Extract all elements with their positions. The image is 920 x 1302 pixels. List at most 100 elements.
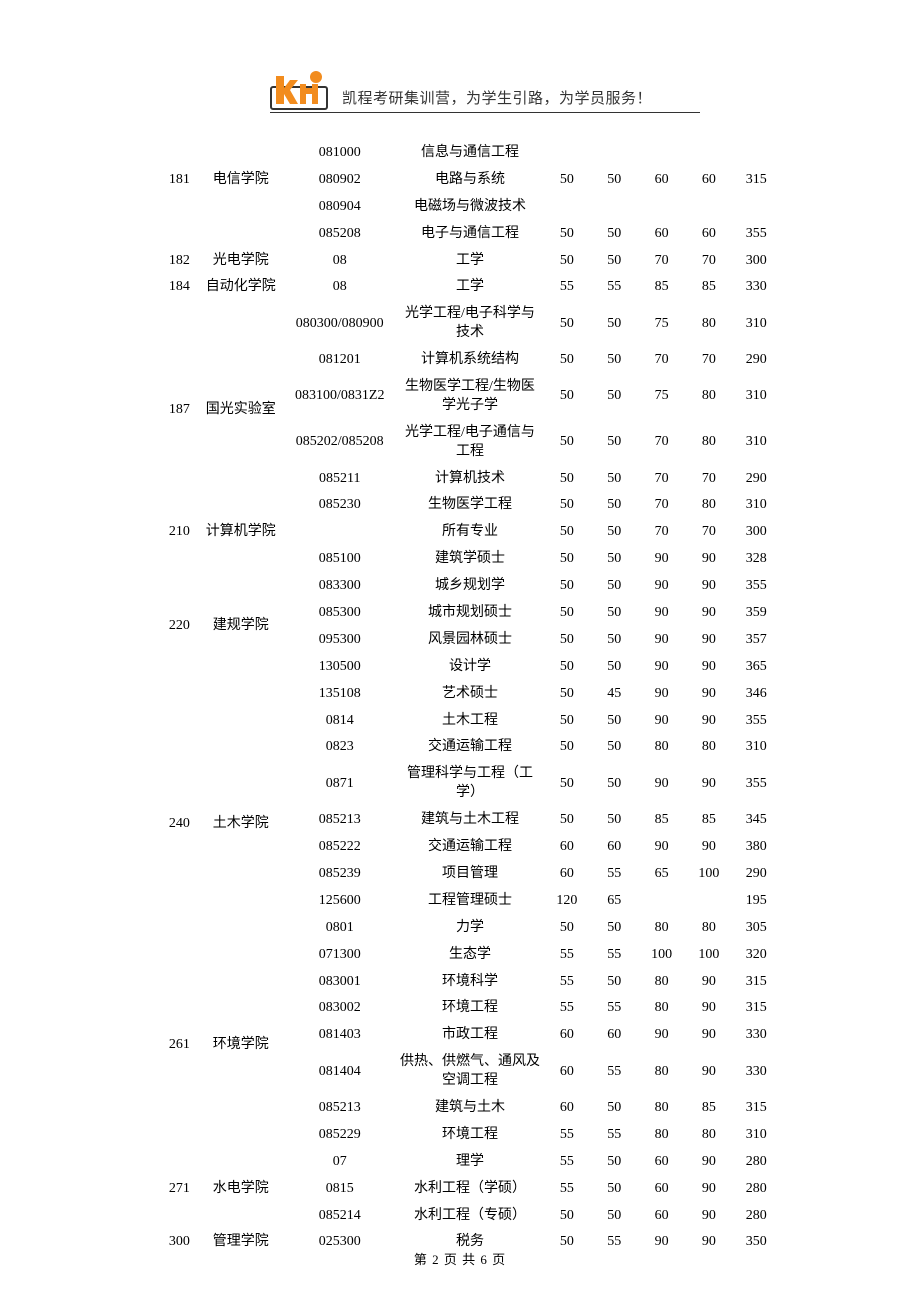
score3-cell: 80 — [638, 734, 685, 761]
major-code-cell: 07 — [283, 1149, 397, 1176]
score4-cell: 70 — [685, 347, 732, 374]
page-footer: 第 2 页 共 6 页 — [0, 1249, 920, 1268]
major-code-cell: 135108 — [283, 681, 397, 708]
major-code-cell: 085213 — [283, 1095, 397, 1122]
major-name-cell: 光学工程/电子通信与工程 — [397, 420, 543, 466]
total-cell: 365 — [733, 654, 780, 681]
major-name-cell: 建筑与土木 — [397, 1095, 543, 1122]
score1-cell: 50 — [543, 301, 590, 347]
header-tagline: 凯程考研集训营，为学生引路，为学员服务！ — [342, 87, 652, 112]
score4-cell: 80 — [685, 734, 732, 761]
score2-cell: 50 — [591, 420, 638, 466]
major-name-cell: 土木工程 — [397, 708, 543, 735]
major-name-cell: 生物医学工程/生物医学光子学 — [397, 374, 543, 420]
table-row: 182光电学院08工学50507070300 — [160, 248, 780, 275]
score1-cell: 50 — [543, 519, 590, 546]
score1-cell: 55 — [543, 969, 590, 996]
score1-cell: 60 — [543, 834, 590, 861]
score4-cell: 80 — [685, 915, 732, 942]
total-cell: 359 — [733, 600, 780, 627]
total-cell: 300 — [733, 519, 780, 546]
score2-cell: 50 — [591, 573, 638, 600]
score3-cell: 60 — [638, 1149, 685, 1176]
score3-cell: 90 — [638, 546, 685, 573]
score2-cell: 55 — [591, 1122, 638, 1149]
score2-cell: 50 — [591, 807, 638, 834]
major-name-cell: 生态学 — [397, 942, 543, 969]
score3-cell: 90 — [638, 681, 685, 708]
dept-name-cell: 光电学院 — [199, 248, 283, 275]
dept-code-cell: 240 — [160, 708, 199, 942]
major-name-cell: 管理科学与工程（工学） — [397, 761, 543, 807]
score2-cell: 50 — [591, 627, 638, 654]
score3-cell: 80 — [638, 915, 685, 942]
score1-cell: 55 — [543, 942, 590, 969]
score4-cell: 90 — [685, 834, 732, 861]
major-code-cell: 080904 — [283, 194, 397, 221]
major-name-cell: 艺术硕士 — [397, 681, 543, 708]
score2-cell: 50 — [591, 654, 638, 681]
score3-cell: 70 — [638, 248, 685, 275]
total-cell: 310 — [733, 492, 780, 519]
score2-cell: 50 — [591, 600, 638, 627]
dept-code-cell: 182 — [160, 248, 199, 275]
major-code-cell: 080300/080900 — [283, 301, 397, 347]
score1-cell: 55 — [543, 995, 590, 1022]
score1-cell: 50 — [543, 248, 590, 275]
score1-cell: 50 — [543, 573, 590, 600]
score2-cell — [591, 194, 638, 221]
major-code-cell: 08 — [283, 274, 397, 301]
score1-cell — [543, 140, 590, 167]
major-code-cell: 085100 — [283, 546, 397, 573]
score2-cell: 50 — [591, 1095, 638, 1122]
score2-cell: 50 — [591, 221, 638, 248]
major-code-cell: 083002 — [283, 995, 397, 1022]
score4-cell: 80 — [685, 492, 732, 519]
major-name-cell: 光学工程/电子科学与技术 — [397, 301, 543, 347]
major-code-cell: 085222 — [283, 834, 397, 861]
major-code-cell: 125600 — [283, 888, 397, 915]
table-row: 271水电学院07理学55506090280 — [160, 1149, 780, 1176]
dept-name-cell: 土木学院 — [199, 708, 283, 942]
score1-cell: 50 — [543, 1203, 590, 1230]
major-name-cell: 计算机系统结构 — [397, 347, 543, 374]
score4-cell: 90 — [685, 654, 732, 681]
score1-cell: 120 — [543, 888, 590, 915]
table-row: 187国光实验室080300/080900光学工程/电子科学与技术5050758… — [160, 301, 780, 347]
dept-name-cell: 自动化学院 — [199, 274, 283, 301]
score1-cell: 60 — [543, 1049, 590, 1095]
major-name-cell: 建筑学硕士 — [397, 546, 543, 573]
score2-cell: 50 — [591, 969, 638, 996]
major-code-cell: 083100/0831Z2 — [283, 374, 397, 420]
total-cell: 310 — [733, 734, 780, 761]
score2-cell: 55 — [591, 995, 638, 1022]
score3-cell: 70 — [638, 466, 685, 493]
score4-cell: 90 — [685, 1022, 732, 1049]
major-code-cell: 080902 — [283, 167, 397, 194]
page-indicator: 第 2 页 共 6 页 — [414, 1252, 506, 1267]
dept-code-cell: 187 — [160, 301, 199, 519]
score2-cell: 50 — [591, 708, 638, 735]
total-cell — [733, 140, 780, 167]
dept-code-cell: 184 — [160, 274, 199, 301]
total-cell: 380 — [733, 834, 780, 861]
brand-logo — [270, 66, 328, 110]
score4-cell: 80 — [685, 420, 732, 466]
table-row: 085208电子与通信工程50506060355 — [160, 221, 780, 248]
dept-name-cell: 国光实验室 — [199, 301, 283, 519]
total-cell: 310 — [733, 420, 780, 466]
major-code-cell: 085211 — [283, 466, 397, 493]
total-cell: 290 — [733, 861, 780, 888]
score3-cell: 80 — [638, 995, 685, 1022]
major-name-cell: 建筑与土木工程 — [397, 807, 543, 834]
major-name-cell: 电路与系统 — [397, 167, 543, 194]
major-name-cell: 信息与通信工程 — [397, 140, 543, 167]
score2-cell: 50 — [591, 167, 638, 194]
major-code-cell: 083001 — [283, 969, 397, 996]
total-cell: 355 — [733, 573, 780, 600]
score2-cell: 50 — [591, 519, 638, 546]
total-cell: 330 — [733, 274, 780, 301]
total-cell: 195 — [733, 888, 780, 915]
major-name-cell: 环境工程 — [397, 1122, 543, 1149]
total-cell: 315 — [733, 1095, 780, 1122]
